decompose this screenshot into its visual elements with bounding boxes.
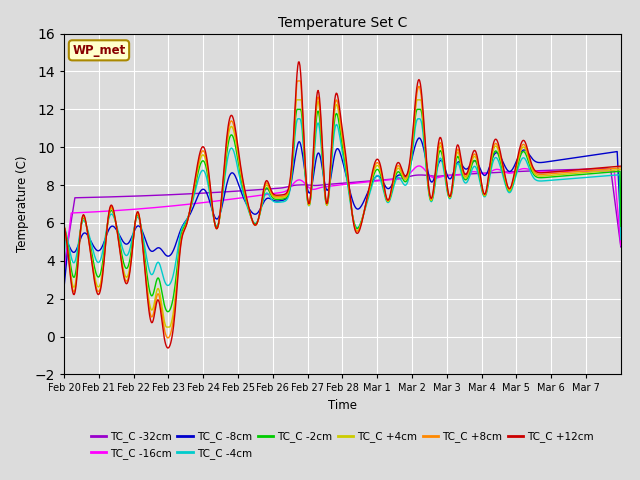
TC_C -4cm	[125, 248, 133, 254]
TC_C +4cm	[401, 177, 409, 183]
TC_C -8cm	[125, 239, 133, 245]
TC_C -8cm	[617, 226, 625, 231]
TC_C -16cm	[255, 192, 263, 198]
TC_C -32cm	[125, 193, 133, 199]
TC_C -16cm	[400, 175, 408, 180]
TC_C +8cm	[60, 223, 68, 228]
TC_C +12cm	[294, 59, 302, 65]
TC_C -4cm	[277, 199, 285, 205]
TC_C -32cm	[60, 264, 68, 270]
Legend: TC_C -32cm, TC_C -16cm, TC_C -8cm, TC_C -4cm, TC_C -2cm, TC_C +4cm, TC_C +8cm, T: TC_C -32cm, TC_C -16cm, TC_C -8cm, TC_C …	[86, 427, 598, 463]
TC_C +4cm	[433, 164, 440, 169]
Line: TC_C -32cm: TC_C -32cm	[64, 168, 621, 267]
TC_C -4cm	[60, 268, 68, 274]
Y-axis label: Temperature (C): Temperature (C)	[16, 156, 29, 252]
TC_C -32cm	[607, 166, 614, 171]
TC_C +4cm	[163, 324, 170, 330]
TC_C -16cm	[415, 163, 423, 169]
Title: Temperature Set C: Temperature Set C	[278, 16, 407, 30]
TC_C -2cm	[433, 167, 440, 173]
TC_C -4cm	[294, 116, 301, 121]
TC_C -8cm	[60, 285, 68, 290]
TC_C +12cm	[617, 163, 625, 169]
TC_C -2cm	[277, 196, 285, 202]
TC_C -2cm	[125, 259, 133, 265]
TC_C +4cm	[277, 195, 285, 201]
TC_C -8cm	[255, 208, 263, 214]
TC_C -32cm	[400, 175, 408, 181]
TC_C -2cm	[401, 179, 409, 185]
TC_C -32cm	[276, 185, 284, 191]
TC_C +4cm	[125, 267, 133, 273]
TC_C +4cm	[292, 97, 300, 103]
TC_C -16cm	[228, 196, 236, 202]
TC_C -4cm	[617, 237, 625, 242]
TC_C +8cm	[256, 209, 264, 215]
TC_C +8cm	[294, 78, 301, 84]
TC_C -2cm	[60, 261, 68, 266]
TC_C +12cm	[433, 157, 440, 163]
TC_C -8cm	[228, 170, 236, 176]
Line: TC_C +12cm: TC_C +12cm	[64, 62, 621, 348]
TC_C +12cm	[256, 208, 264, 214]
TC_C -2cm	[228, 132, 236, 138]
TC_C +4cm	[617, 167, 625, 172]
TC_C -8cm	[276, 198, 284, 204]
TC_C -8cm	[415, 135, 423, 141]
TC_C -16cm	[617, 242, 625, 248]
Line: TC_C -4cm: TC_C -4cm	[64, 119, 621, 286]
TC_C +8cm	[277, 193, 285, 199]
TC_C -2cm	[617, 224, 625, 229]
TC_C -32cm	[617, 244, 625, 250]
TC_C +4cm	[60, 223, 68, 229]
TC_C +8cm	[164, 335, 172, 341]
TC_C +12cm	[228, 113, 236, 119]
Line: TC_C -8cm: TC_C -8cm	[64, 138, 621, 288]
Line: TC_C +8cm: TC_C +8cm	[64, 81, 621, 338]
TC_C +4cm	[228, 124, 236, 130]
TC_C +8cm	[617, 165, 625, 171]
Text: WP_met: WP_met	[72, 44, 125, 57]
TC_C -16cm	[125, 207, 133, 213]
TC_C +12cm	[277, 192, 285, 198]
TC_C -8cm	[400, 174, 408, 180]
TC_C +8cm	[433, 161, 440, 167]
TC_C -4cm	[228, 146, 236, 152]
TC_C -4cm	[401, 182, 409, 188]
TC_C +4cm	[256, 210, 264, 216]
X-axis label: Time: Time	[328, 399, 357, 412]
TC_C -32cm	[228, 189, 236, 194]
Line: TC_C +4cm: TC_C +4cm	[64, 100, 621, 327]
TC_C +12cm	[125, 273, 133, 278]
TC_C +12cm	[164, 345, 172, 351]
TC_C +12cm	[401, 173, 409, 179]
TC_C -16cm	[432, 175, 440, 181]
TC_C -32cm	[431, 173, 439, 179]
TC_C +8cm	[401, 175, 409, 181]
TC_C -16cm	[60, 272, 68, 278]
TC_C +12cm	[60, 222, 68, 228]
TC_C -16cm	[276, 190, 284, 195]
TC_C -2cm	[293, 107, 301, 112]
Line: TC_C -16cm: TC_C -16cm	[64, 166, 621, 275]
TC_C -4cm	[164, 283, 172, 288]
TC_C -2cm	[164, 309, 172, 314]
TC_C +8cm	[228, 119, 236, 125]
TC_C -32cm	[255, 187, 263, 192]
TC_C +8cm	[125, 270, 133, 276]
TC_C -4cm	[433, 172, 440, 178]
Line: TC_C -2cm: TC_C -2cm	[64, 109, 621, 312]
TC_C -2cm	[256, 210, 264, 216]
TC_C -8cm	[432, 170, 440, 176]
TC_C -4cm	[256, 211, 264, 216]
